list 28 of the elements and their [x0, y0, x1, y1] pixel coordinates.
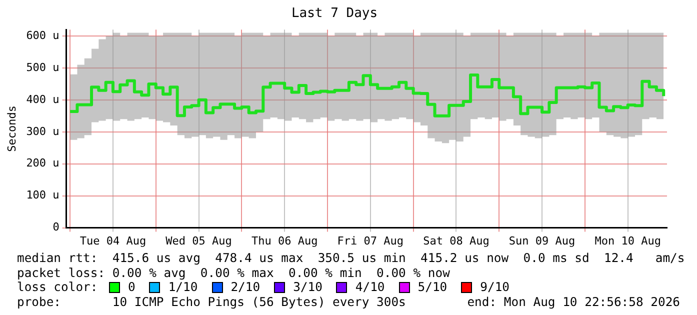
x-tick-label: Wed 05 Aug [166, 234, 232, 248]
text: end: Mon Aug 10 22:56:58 2026 [467, 294, 680, 309]
x-tick-label: Thu 06 Aug [251, 234, 318, 248]
x-tick-label: Tue 04 Aug [80, 234, 146, 248]
x-tick-label: Sat 08 Aug [423, 234, 490, 248]
text: 9/10 [480, 280, 510, 294]
text: loss color: [17, 280, 99, 294]
text: median rtt: 415.6 us avg 478.4 us max 350.5 us min 415.2 us now 0.0 ms sd 12.4 am/s [17, 251, 686, 266]
text: 3/10 [293, 280, 322, 294]
y-tick-label: 200 u [26, 156, 60, 170]
x-tick-label: Sun 09 Aug [508, 234, 576, 248]
text: 4/10 [355, 280, 385, 294]
text: 2/10 [230, 280, 260, 294]
text: 1/10 [168, 280, 198, 294]
x-tick-label: Mon 10 Aug [594, 234, 661, 248]
text: 5/10 [418, 280, 448, 294]
y-tick-label: 600 u [26, 28, 60, 42]
y-tick-label: 400 u [26, 92, 60, 106]
y-tick-label: 0 [52, 220, 60, 234]
chart-title: Last 7 Days [291, 6, 378, 22]
text: probe: 10 ICMP Echo Pings (56 Bytes) every 300s [17, 294, 406, 309]
y-axis-title: Seconds [5, 106, 18, 152]
y-tick-label: 500 u [26, 60, 60, 74]
text: 0 [128, 280, 136, 294]
y-tick-label: 100 u [26, 188, 60, 202]
text: packet loss: 0.00 % avg 0.00 % max 0.00 % min 0.00 % now [17, 266, 451, 280]
x-tick-label: Fri 07 Aug [337, 234, 404, 248]
y-tick-label: 300 u [26, 124, 60, 138]
